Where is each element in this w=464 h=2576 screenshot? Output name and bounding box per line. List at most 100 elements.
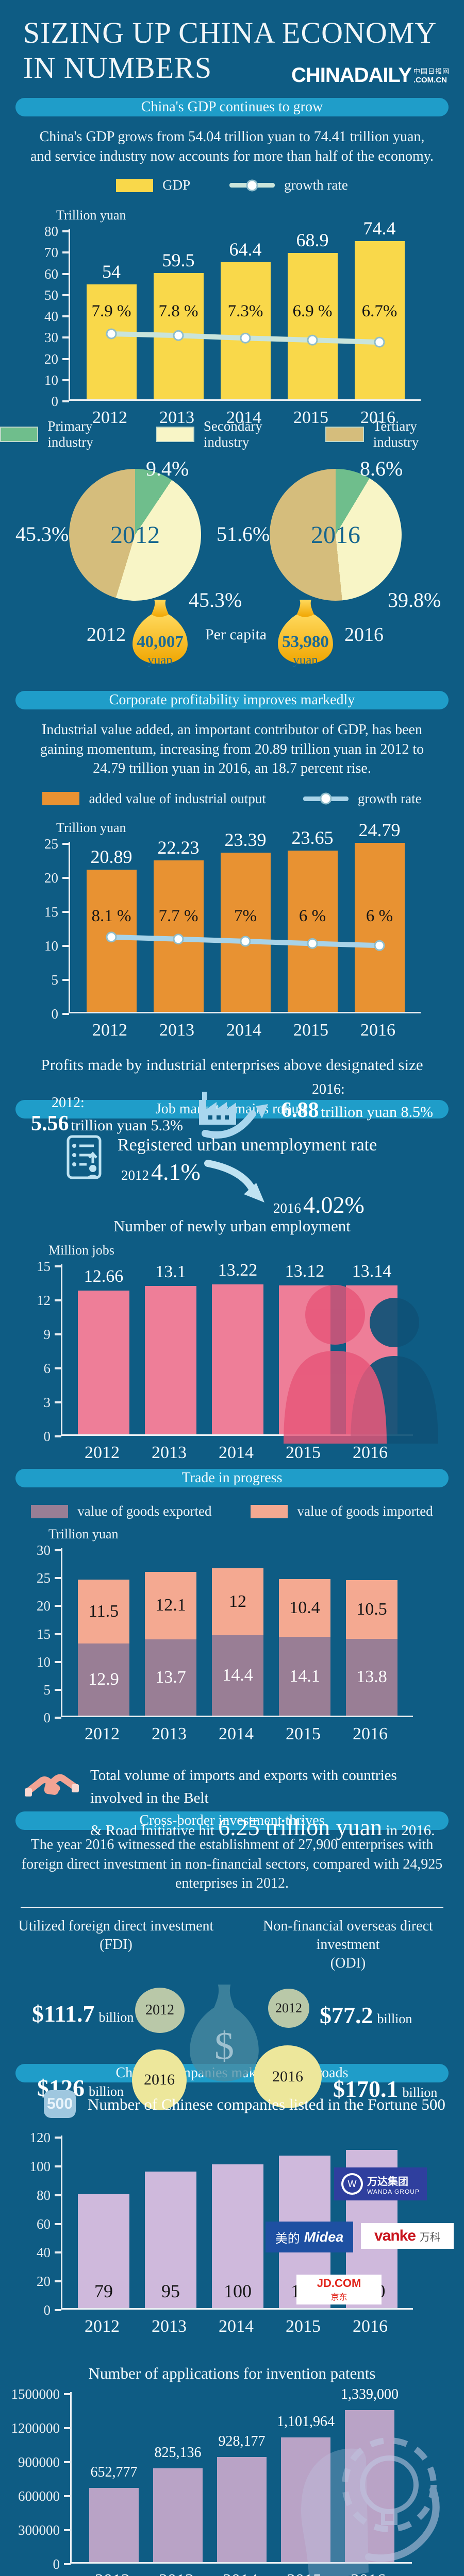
fdi-2012-circle-year: 2012 bbox=[145, 2002, 174, 2018]
section-header-corporate: Corporate profitability improves markedl… bbox=[15, 691, 449, 709]
profit-2012-big: 5.56 bbox=[31, 1111, 69, 1136]
x-axis-label: 2015 bbox=[286, 2317, 321, 2336]
fdi-title-line2: (FDI) bbox=[100, 1936, 132, 1953]
profit-2016-big: 6.88 bbox=[281, 1098, 319, 1122]
per-capita-2016-year: 2016 bbox=[344, 624, 384, 646]
x-axis-label: 2013 bbox=[144, 2571, 208, 2576]
x-axis-label: 2014 bbox=[226, 408, 261, 428]
bar-value-label: 54 bbox=[102, 261, 121, 282]
x-axis-label: 2016 bbox=[360, 408, 395, 428]
bar-value-label: 13.22 bbox=[218, 1261, 258, 1280]
fortune-chart: 0204060801001207995100106110201220132014… bbox=[30, 2126, 464, 2336]
plot-area: 12.66 13.1 13.22 13.12 13.14 bbox=[61, 1261, 413, 1436]
unemployment-2012: 2012 4.1% bbox=[121, 1158, 201, 1185]
x-axis-label: 2015 bbox=[286, 1443, 321, 1462]
pie-2016-secondary-value: 39.8% bbox=[388, 588, 441, 612]
y-axis: 0 5 10 15 20 25 30 bbox=[31, 1543, 61, 1725]
bar-segment: 12 bbox=[212, 1568, 263, 1635]
bar-2016: 1,339,000 bbox=[341, 2386, 399, 2562]
patents-title: Number of applications for invention pat… bbox=[88, 2364, 376, 2382]
midea-logo: 美的 Midea bbox=[266, 2222, 353, 2252]
vanke-cn: 万科 bbox=[420, 2231, 441, 2243]
bar-2012: 79 bbox=[78, 2194, 129, 2308]
patents-chart: 0 300000 600000 900000 1200000 1500000 652,777… bbox=[11, 2386, 464, 2576]
bar-2016: 74.4 bbox=[354, 218, 405, 400]
x-axis-labels: 2012 2013 2014 2015 2016 bbox=[69, 1021, 419, 1040]
industry-legend: Primary industry Secondary industry Tert… bbox=[0, 418, 464, 450]
bar-2013: 95 bbox=[145, 2171, 196, 2308]
pie-2012-year: 2012 bbox=[110, 521, 160, 549]
bar-segment: 12.1 bbox=[145, 1571, 196, 1639]
chinadaily-logo: CHINADAILY 中国日报网 .COM.CN bbox=[291, 65, 450, 86]
x-axis-label: 2015 bbox=[286, 1724, 321, 1743]
bar-2014: 100 bbox=[212, 2164, 263, 2308]
growth-rate-value: 7.3% bbox=[227, 302, 263, 321]
fortune-500-badge: 500 bbox=[44, 2090, 76, 2118]
fdi-2012-value: $111.7 bbox=[32, 2000, 95, 2027]
page-title-line1: SIZING UP CHINA ECONOMY bbox=[23, 16, 437, 49]
y-axis: 0 300000 600000 900000 1200000 1500000 bbox=[11, 2386, 71, 2572]
growth-rate-value: 8.1 % bbox=[91, 906, 131, 925]
x-axis-labels: 2012 2013 2014 2015 2016 bbox=[61, 1443, 411, 1463]
bar-segment: 13.8 bbox=[346, 1638, 397, 1716]
bar-segment: 12.9 bbox=[78, 1643, 129, 1716]
money-bag-icon bbox=[278, 600, 333, 665]
handshake-icon bbox=[25, 1774, 79, 1797]
plot-area: 54 59.5 64.4 68.9 74.4 7.9 % 7.8 % 7.3% 6.9 % 6.7… bbox=[69, 218, 421, 401]
employment-chart: Million jobs 0 3 6 9 12 15 12.66 13.1 13.22 13.12 1… bbox=[31, 1243, 464, 1463]
bar-value-label: 13.14 bbox=[352, 1261, 392, 1281]
per-capita-2012-unit: yuan bbox=[147, 653, 173, 667]
pie-2016-year: 2016 bbox=[311, 521, 360, 549]
page-title-line2: IN NUMBERS bbox=[23, 51, 212, 85]
divider bbox=[21, 1906, 443, 1908]
odi-2012-circle-year: 2012 bbox=[275, 2000, 302, 2015]
corporate-legend: added value of industrial output growth … bbox=[0, 791, 464, 807]
bar-2013: 13.1 bbox=[145, 1262, 196, 1434]
bar-value-label: 652,777 bbox=[90, 2464, 138, 2481]
factory-growth-icon bbox=[199, 1091, 268, 1139]
bar-value-label: 12.66 bbox=[84, 1267, 124, 1286]
belt-road-line2-post: in 2016. bbox=[386, 1822, 435, 1839]
section-header-investment-label: Cross-border investment thrives bbox=[139, 1812, 325, 1828]
primary-industry-label: Primary industry bbox=[47, 418, 93, 450]
odi-2016-circle-year: 2016 bbox=[272, 2067, 303, 2085]
section-header-gdp: China's GDP continues to grow bbox=[15, 98, 449, 116]
x-axis-label: 2015 bbox=[293, 1020, 328, 1040]
x-axis-label: 2013 bbox=[159, 408, 194, 428]
chinadaily-logo-domain: .COM.CN bbox=[413, 76, 447, 84]
page-title: SIZING UP CHINA ECONOMY IN NUMBERS bbox=[23, 15, 437, 86]
pie-2016-tertiary-value: 51.6% bbox=[217, 522, 270, 546]
x-axis-labels: 2012 2013 2014 2015 2016 bbox=[61, 2317, 411, 2336]
jd-logo: JD.COM 京东 bbox=[296, 2275, 382, 2304]
profits-title: Profits made by industrial enterprises a… bbox=[41, 1055, 423, 1074]
down-arrow-icon bbox=[204, 1160, 264, 1202]
vanke-logo: vanke 万科 bbox=[361, 2223, 454, 2249]
x-axis-label: 2014 bbox=[208, 2571, 272, 2576]
x-axis-label: 2015 bbox=[293, 408, 328, 428]
fdi-2012-circle: 2012 bbox=[135, 1987, 185, 2033]
belt-road-line1: Total volume of imports and exports with… bbox=[90, 1767, 397, 1806]
section-header-corporate-label: Corporate profitability improves markedl… bbox=[109, 692, 355, 708]
bar-segment: 11.5 bbox=[78, 1579, 129, 1644]
trade-chart: Trillion yuan 0 5 10 15 20 25 30 12.9 11.5 13.7 12.… bbox=[31, 1527, 464, 1744]
bar-2015: 1,101,964 bbox=[277, 2414, 335, 2562]
growth-rate-value: 7% bbox=[234, 906, 257, 925]
growth-rate-value: 7.9 % bbox=[91, 302, 131, 321]
primary-industry-swatch bbox=[0, 427, 39, 442]
bar-value-label: 1,101,964 bbox=[277, 2413, 335, 2430]
x-axis-label: 2013 bbox=[159, 1020, 194, 1040]
x-axis-label: 2016 bbox=[353, 1724, 388, 1743]
bar-value-label: 13.1 bbox=[155, 1262, 186, 1281]
bar-value-label: 64.4 bbox=[229, 239, 262, 260]
odi-title-line2: (ODI) bbox=[330, 1955, 366, 1972]
bar-2014: 14.4 12 bbox=[212, 1568, 263, 1716]
fortune-500-badge-label: 500 bbox=[46, 2095, 73, 2112]
section-industry: Primary industry Secondary industry Tert… bbox=[0, 418, 464, 633]
profit-2016: 2016: 6.88 trillion yuan 8.5% bbox=[281, 1081, 433, 1123]
fortune-title: Number of Chinese companies listed in th… bbox=[88, 2095, 445, 2113]
x-axis-label: 2012 bbox=[92, 408, 127, 428]
bar-value-label: 23.39 bbox=[224, 829, 267, 850]
bar-value-label: 74.4 bbox=[363, 218, 396, 239]
x-axis-label: 2016 bbox=[353, 1443, 388, 1462]
belt-road-block: Total volume of imports and exports with… bbox=[0, 1765, 464, 1840]
